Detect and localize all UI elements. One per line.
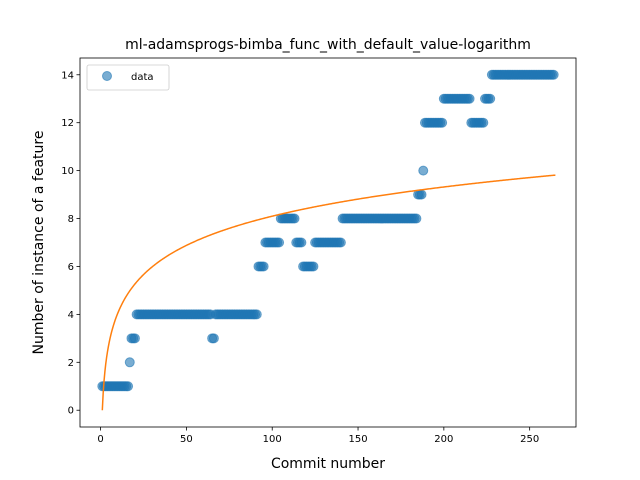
- y-tick-label: 4: [68, 310, 74, 321]
- data-point: [208, 333, 219, 344]
- y-axis-label: Number of instance of a feature: [31, 131, 47, 355]
- fit-line: [101, 174, 556, 411]
- data-point: [308, 261, 319, 272]
- x-tick-label: 250: [520, 434, 539, 445]
- data-point: [437, 117, 448, 128]
- data-point: [129, 333, 140, 344]
- y-tick-label: 14: [61, 70, 74, 81]
- chart-title: ml-adamsprogs-bimba_func_with_default_va…: [125, 37, 531, 53]
- data-point: [418, 165, 429, 176]
- y-tick-label: 0: [68, 406, 74, 417]
- axis-ticks: 0 50 100 150 200 250 0 2 4 6 8 10 12 14: [61, 70, 539, 445]
- data-point: [464, 93, 475, 104]
- data-point: [251, 309, 262, 320]
- plot-area: [97, 69, 559, 411]
- data-point: [548, 69, 559, 80]
- x-tick-label: 100: [263, 434, 282, 445]
- x-tick-label: 150: [348, 434, 367, 445]
- x-tick-label: 200: [434, 434, 453, 445]
- data-point: [478, 117, 489, 128]
- y-tick-label: 2: [68, 358, 74, 369]
- x-axis-label: Commit number: [271, 456, 385, 472]
- y-tick-label: 10: [61, 166, 74, 177]
- legend-box: [86, 64, 170, 91]
- data-point: [335, 237, 346, 248]
- data-point: [123, 381, 134, 392]
- x-tick-label: 0: [97, 434, 103, 445]
- data-point: [416, 189, 427, 200]
- legend-marker-data: [102, 71, 112, 81]
- legend: data: [86, 64, 170, 91]
- data-point: [296, 237, 307, 248]
- legend-label-data: data: [131, 72, 154, 83]
- y-tick-label: 12: [61, 118, 74, 129]
- data-point: [124, 357, 135, 368]
- data-point: [258, 261, 269, 272]
- y-tick-label: 8: [68, 214, 74, 225]
- data-point: [274, 237, 285, 248]
- data-point: [485, 93, 496, 104]
- data-point: [411, 213, 422, 224]
- data-point: [289, 213, 300, 224]
- axes-frame: [79, 57, 577, 428]
- y-tick-label: 6: [68, 262, 74, 273]
- x-tick-label: 50: [180, 434, 193, 445]
